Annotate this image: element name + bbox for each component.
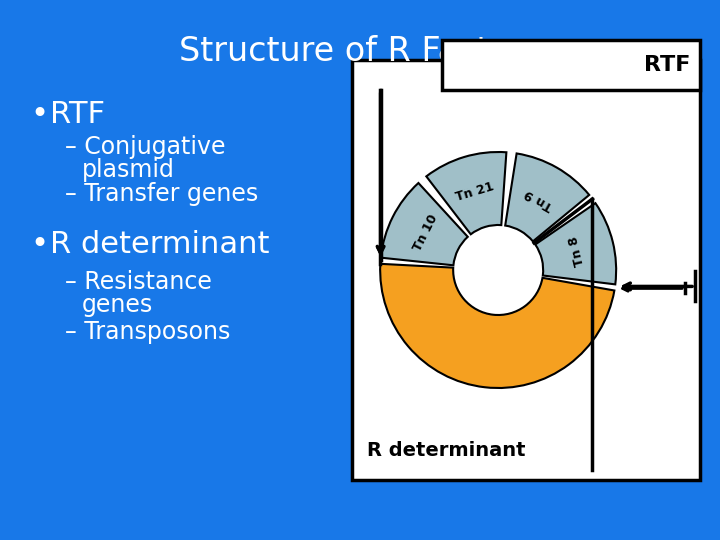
- Text: R determinant: R determinant: [367, 441, 526, 460]
- Wedge shape: [505, 153, 589, 241]
- Text: •: •: [30, 100, 48, 129]
- Text: genes: genes: [82, 293, 153, 317]
- Text: Tn 10: Tn 10: [410, 213, 440, 254]
- Wedge shape: [381, 183, 468, 265]
- Text: – Resistance: – Resistance: [65, 270, 212, 294]
- Text: RTF: RTF: [50, 100, 105, 129]
- Wedge shape: [426, 152, 506, 234]
- Text: – Transposons: – Transposons: [65, 320, 230, 344]
- Bar: [442, 40, 700, 90]
- Text: Structure of R Factors: Structure of R Factors: [179, 35, 541, 68]
- Text: Tn 9: Tn 9: [522, 186, 555, 212]
- Text: – Transfer genes: – Transfer genes: [65, 182, 258, 206]
- Text: Tn 8: Tn 8: [567, 234, 588, 267]
- Wedge shape: [380, 264, 614, 388]
- Text: RTF: RTF: [644, 55, 690, 75]
- Bar: [352, 60, 700, 480]
- Wedge shape: [535, 203, 616, 285]
- Text: R determinant: R determinant: [50, 230, 269, 259]
- Text: Tn 21: Tn 21: [454, 180, 495, 204]
- Text: plasmid: plasmid: [82, 158, 175, 182]
- Text: •: •: [30, 230, 48, 259]
- Text: – Conjugative: – Conjugative: [65, 135, 225, 159]
